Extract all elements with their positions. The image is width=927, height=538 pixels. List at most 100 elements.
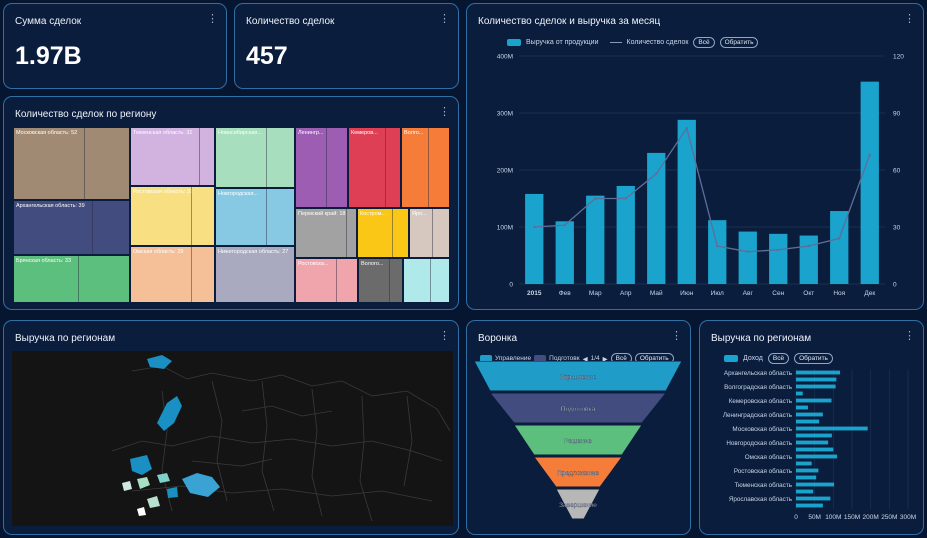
deal-count-point <box>838 237 841 240</box>
russia-region-map[interactable] <box>12 351 453 526</box>
deal-count-line <box>534 126 871 253</box>
region-tyumen[interactable] <box>182 473 220 497</box>
tile-label: Нижегородская область: 27 <box>218 249 289 255</box>
x-tick-label: Сен <box>772 290 784 297</box>
treemap-tile[interactable]: Костром... <box>357 208 409 258</box>
x-tick-label: Ноя <box>833 290 845 297</box>
region-omsk[interactable] <box>137 477 150 489</box>
x-tick-label: Авг <box>743 290 754 297</box>
map-title: Выручка по регионам <box>15 333 116 344</box>
kpi-title: Сумма сделок <box>15 16 82 27</box>
region-other-4[interactable] <box>137 507 146 516</box>
legend-bar-label[interactable]: Выручка от продукции <box>526 39 599 46</box>
revenue-bar <box>525 193 544 284</box>
select-all-button[interactable]: Всё <box>767 353 790 364</box>
tile-label: Волого... <box>361 261 384 267</box>
treemap-tile[interactable]: Нижегородская область: 27 <box>215 246 295 303</box>
region-other-5[interactable] <box>167 487 178 498</box>
tile-label: Архангельская область: 39 <box>16 203 85 209</box>
treemap-tile[interactable]: Новгородская... <box>215 188 295 246</box>
funnel-card: Воронка ⋮ Управление Подготовк ◀ 1/4 ▶ В… <box>466 320 691 535</box>
y-tick-label: Кемеровская область <box>729 397 793 405</box>
treemap-tile[interactable]: Московская область: 52 <box>13 127 130 200</box>
revenue-bar <box>796 503 823 508</box>
invert-button[interactable]: Обратить <box>794 353 833 364</box>
treemap-chart: Московская область: 52 Архангельская обл… <box>13 127 450 303</box>
more-menu-icon[interactable]: ⋮ <box>439 13 450 25</box>
treemap-tile[interactable]: Яро... <box>409 208 450 258</box>
legend-swatch <box>534 355 547 362</box>
treemap-tile[interactable]: Волго... <box>401 127 450 208</box>
y-tick-label: Ярославская область <box>729 495 793 503</box>
more-menu-icon[interactable]: ⋮ <box>207 13 218 25</box>
treemap-tile[interactable]: Тюменская область: 31 <box>130 127 215 186</box>
treemap-tile[interactable]: Пермский край: 18 <box>295 208 357 258</box>
revenue-bar <box>616 185 635 284</box>
treemap-tile[interactable]: Ростовская область: 31 <box>130 186 215 246</box>
page-indicator: 1/4 <box>590 355 600 362</box>
kpi-card-deal-sum: Сумма сделок ⋮ 1.97B <box>3 3 227 89</box>
y-right-tick-label: 0 <box>893 282 897 289</box>
legend-label[interactable]: Доход <box>743 355 763 362</box>
treemap-tile[interactable]: Ленингр... <box>295 127 348 208</box>
revenue-bar <box>860 81 879 285</box>
more-menu-icon[interactable]: ⋮ <box>671 330 682 342</box>
region-murmansk[interactable] <box>157 396 182 431</box>
tile-label: Волго... <box>404 130 424 136</box>
revenue-bar <box>796 489 814 494</box>
region-arkhangelsk[interactable] <box>147 355 172 369</box>
revenue-bar <box>555 221 574 284</box>
revenue-bar <box>830 211 849 284</box>
treemap-tile[interactable]: Кемеров... <box>348 127 401 208</box>
kpi-card-deal-count: Количество сделок ⋮ 457 <box>234 3 459 89</box>
kpi-value: 1.97B <box>15 42 82 70</box>
tile-label: Пермский край: 18 <box>298 211 346 217</box>
deal-count-point <box>563 223 566 227</box>
chart-legend: Выручка от продукции Количество сделок В… <box>507 37 759 48</box>
treemap-tile[interactable]: Волого... <box>358 258 403 303</box>
legend-line-label[interactable]: Количество сделок <box>626 39 689 46</box>
treemap-tile[interactable]: Архангельская область: 39 <box>13 200 130 255</box>
revenue-bar <box>738 231 757 284</box>
legend-label[interactable]: Управление <box>495 355 532 362</box>
legend-swatch <box>480 355 492 362</box>
more-menu-icon[interactable]: ⋮ <box>439 330 450 342</box>
deal-count-point <box>533 225 536 229</box>
prev-page-icon[interactable]: ◀ <box>582 355 588 363</box>
treemap-tile[interactable]: Омская область: 29 <box>130 246 215 303</box>
funnel-segment-label: Подготовка <box>561 406 596 413</box>
treemap-card: Количество сделок по региону ⋮ Московска… <box>3 96 459 310</box>
deal-count-point <box>624 197 627 200</box>
select-all-button[interactable]: Всё <box>693 37 715 48</box>
more-menu-icon[interactable]: ⋮ <box>904 13 915 25</box>
revenue-bar <box>796 496 831 501</box>
treemap-tile[interactable] <box>403 258 450 303</box>
tile-label: Новосибирская... <box>218 130 262 136</box>
treemap-tile[interactable]: Брянская область: 33 <box>13 255 130 303</box>
funnel-segment-label: Завершение <box>559 502 597 509</box>
monthly-chart-card: Количество сделок и выручка за месяц ⋮ В… <box>466 3 924 310</box>
invert-button[interactable]: Обратить <box>719 37 759 48</box>
map-card: Выручка по регионам ⋮ <box>3 320 459 535</box>
y-tick-label: Омская область <box>745 453 793 461</box>
y-left-tick-label: 300M <box>497 111 513 118</box>
revenue-bar <box>796 461 812 466</box>
funnel-title: Воронка <box>478 333 518 344</box>
treemap-tile[interactable]: Новосибирская... <box>215 127 295 188</box>
x-tick-label: 150M <box>844 514 860 521</box>
region-moscow[interactable] <box>130 455 152 475</box>
treemap-tile[interactable]: Ростовска... <box>295 258 358 303</box>
revenue-bar <box>796 440 829 445</box>
region-other-1[interactable] <box>157 473 170 483</box>
region-other-2[interactable] <box>122 481 132 491</box>
region-other-3[interactable] <box>147 496 160 508</box>
tile-label: Ленингр... <box>298 130 324 136</box>
x-tick-label: Май <box>650 289 663 297</box>
deal-count-point <box>594 197 597 200</box>
more-menu-icon[interactable]: ⋮ <box>439 106 450 118</box>
region-bar-card: Выручка по регионам ⋮ Доход Всё Обратить… <box>699 320 924 535</box>
next-page-icon[interactable]: ▶ <box>602 355 608 363</box>
more-menu-icon[interactable]: ⋮ <box>904 330 915 342</box>
x-tick-label: Окт <box>803 290 814 297</box>
legend-label[interactable]: Подготовк <box>549 355 580 362</box>
